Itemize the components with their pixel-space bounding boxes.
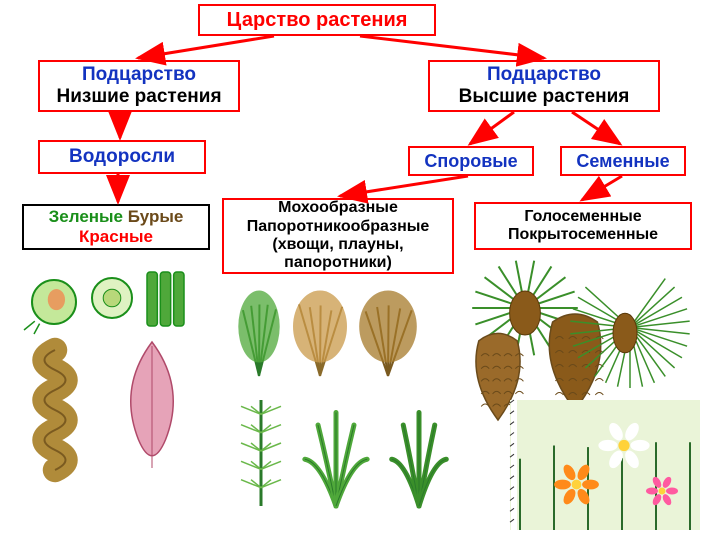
horsetail [241, 400, 281, 506]
pine-needles [570, 279, 689, 388]
algae-strip [147, 272, 184, 326]
node-algae-types: Зеленые БурыеКрасные [22, 204, 210, 250]
pine-branch [472, 261, 578, 356]
node-seed: Семенные [560, 146, 686, 176]
fern-1 [305, 413, 367, 507]
algae-cell-1 [24, 280, 76, 334]
node-root: Царство растения [198, 4, 436, 36]
arrow-root-sub_lower [138, 36, 274, 58]
node-spore: Споровые [408, 146, 534, 176]
cone-2 [549, 314, 603, 410]
moss-2 [293, 291, 347, 377]
arrow-sub_higher-spore [470, 112, 514, 144]
brown-algae [45, 350, 66, 470]
moss-1 [238, 291, 279, 377]
node-spore-types: МохообразныеПапоротникообразные(хвощи, п… [222, 198, 454, 274]
arrow-sub_higher-seed [572, 112, 620, 144]
node-sub-lower: ПодцарствоНизшие растения [38, 60, 240, 112]
red-algae [131, 342, 174, 468]
node-algae: Водоросли [38, 140, 206, 174]
arrow-spore-spore_types [340, 176, 468, 196]
moss-3 [359, 291, 417, 377]
node-seed-types: ГолосеменныеПокрытосеменные [474, 202, 692, 250]
arrow-seed-seed_types [582, 176, 622, 200]
algae-cell-2 [92, 278, 132, 318]
node-sub-higher: ПодцарствоВысшие растения [428, 60, 660, 112]
flowers [510, 400, 700, 530]
cone-1 [476, 333, 523, 420]
fern-2 [392, 413, 447, 507]
arrow-root-sub_higher [360, 36, 544, 58]
